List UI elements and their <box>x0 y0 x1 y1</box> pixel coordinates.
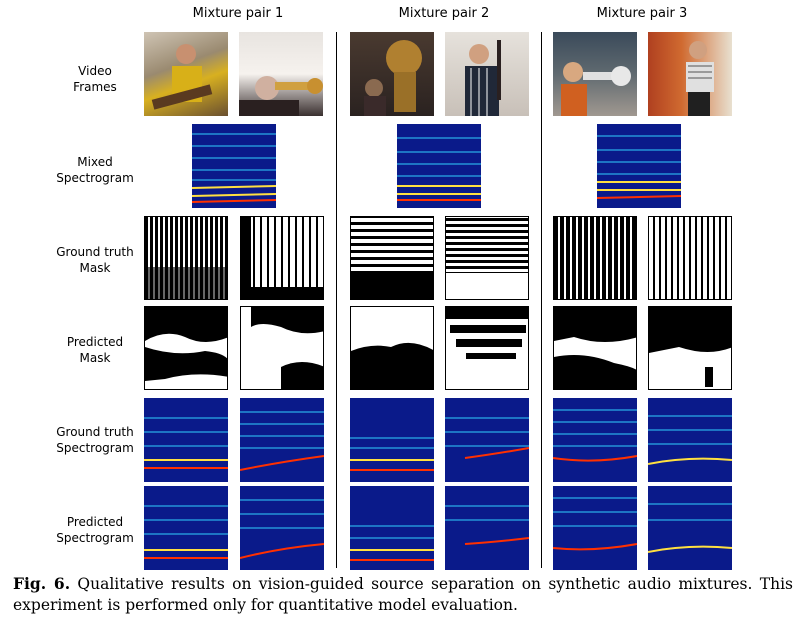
column-header-3: Mixture pair 3 <box>596 6 688 21</box>
ground-truth-spectrogram-2a <box>350 398 434 482</box>
predicted-mask-1a <box>144 306 228 390</box>
ground-truth-mask-2a <box>350 216 434 300</box>
predicted-mask-2b <box>445 306 529 390</box>
row-label-predicted-spectrogram: Predicted Spectrogram <box>56 515 134 545</box>
ground-truth-mask-1b <box>240 216 324 300</box>
row-label-ground-truth-spectrogram: Ground truth Spectrogram <box>56 425 134 455</box>
figure-caption-text: Qualitative results on vision-guided sou… <box>13 575 793 614</box>
mixed-spectrogram-1 <box>192 124 276 208</box>
video-frame-bagpipe <box>445 32 529 116</box>
video-frame-accordion <box>648 32 732 116</box>
figure-caption: Fig. 6. Qualitative results on vision-gu… <box>13 573 793 616</box>
predicted-mask-2a <box>350 306 434 390</box>
column-header-1: Mixture pair 1 <box>192 6 284 21</box>
predicted-spectrogram-2a <box>350 486 434 570</box>
ground-truth-mask-2b <box>445 216 529 300</box>
row-label-ground-truth-mask: Ground truth Mask <box>56 245 134 275</box>
ground-truth-mask-1a <box>144 216 228 300</box>
ground-truth-spectrogram-1a <box>144 398 228 482</box>
ground-truth-spectrogram-3b <box>648 398 732 482</box>
predicted-spectrogram-3b <box>648 486 732 570</box>
predicted-spectrogram-3a <box>553 486 637 570</box>
ground-truth-mask-3a <box>553 216 637 300</box>
predicted-spectrogram-2b <box>445 486 529 570</box>
predicted-mask-3a <box>553 306 637 390</box>
row-label-video-frames: Video Frames <box>73 64 117 94</box>
ground-truth-spectrogram-1b <box>240 398 324 482</box>
mixed-spectrogram-3 <box>597 124 681 208</box>
column-divider-1 <box>336 32 337 568</box>
mixed-spectrogram-2 <box>397 124 481 208</box>
predicted-mask-3b <box>648 306 732 390</box>
row-label-predicted-mask: Predicted Mask <box>66 335 124 365</box>
figure-caption-prefix: Fig. 6. <box>13 574 71 593</box>
video-frame-trumpet-2 <box>553 32 637 116</box>
video-frame-guitar <box>144 32 228 116</box>
video-frame-tuba <box>350 32 434 116</box>
video-frame-trumpet <box>239 32 323 116</box>
ground-truth-spectrogram-3a <box>553 398 637 482</box>
predicted-spectrogram-1a <box>144 486 228 570</box>
ground-truth-spectrogram-2b <box>445 398 529 482</box>
predicted-mask-1b <box>240 306 324 390</box>
column-divider-2 <box>541 32 542 568</box>
row-label-mixed-spectrogram: Mixed Spectrogram <box>56 155 134 185</box>
ground-truth-mask-3b <box>648 216 732 300</box>
column-header-2: Mixture pair 2 <box>398 6 490 21</box>
predicted-spectrogram-1b <box>240 486 324 570</box>
